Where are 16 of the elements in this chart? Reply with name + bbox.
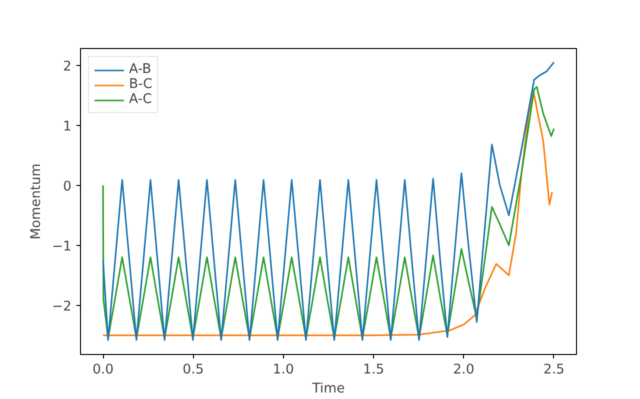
legend-label: A-C [129, 92, 152, 107]
x-tick-label: 0.5 [182, 362, 204, 378]
x-tick-label: 1.0 [272, 362, 294, 378]
legend-label: B-C [129, 77, 152, 92]
legend-label: A-B [129, 62, 152, 77]
x-tick-label: 2.0 [453, 362, 474, 378]
y-tick-label: 2 [63, 59, 72, 74]
x-axis-title: Time [311, 382, 345, 396]
x-tick-label: 0.0 [92, 362, 114, 378]
x-tick-label: 1.5 [362, 362, 384, 378]
y-tick-label: 1 [63, 119, 72, 134]
y-tick-label: −1 [52, 239, 72, 254]
x-tick-label: 2.5 [543, 362, 565, 378]
y-tick-label: −2 [52, 299, 72, 314]
y-tick-label: 0 [63, 179, 72, 194]
y-axis-title: Momentum [28, 164, 44, 240]
